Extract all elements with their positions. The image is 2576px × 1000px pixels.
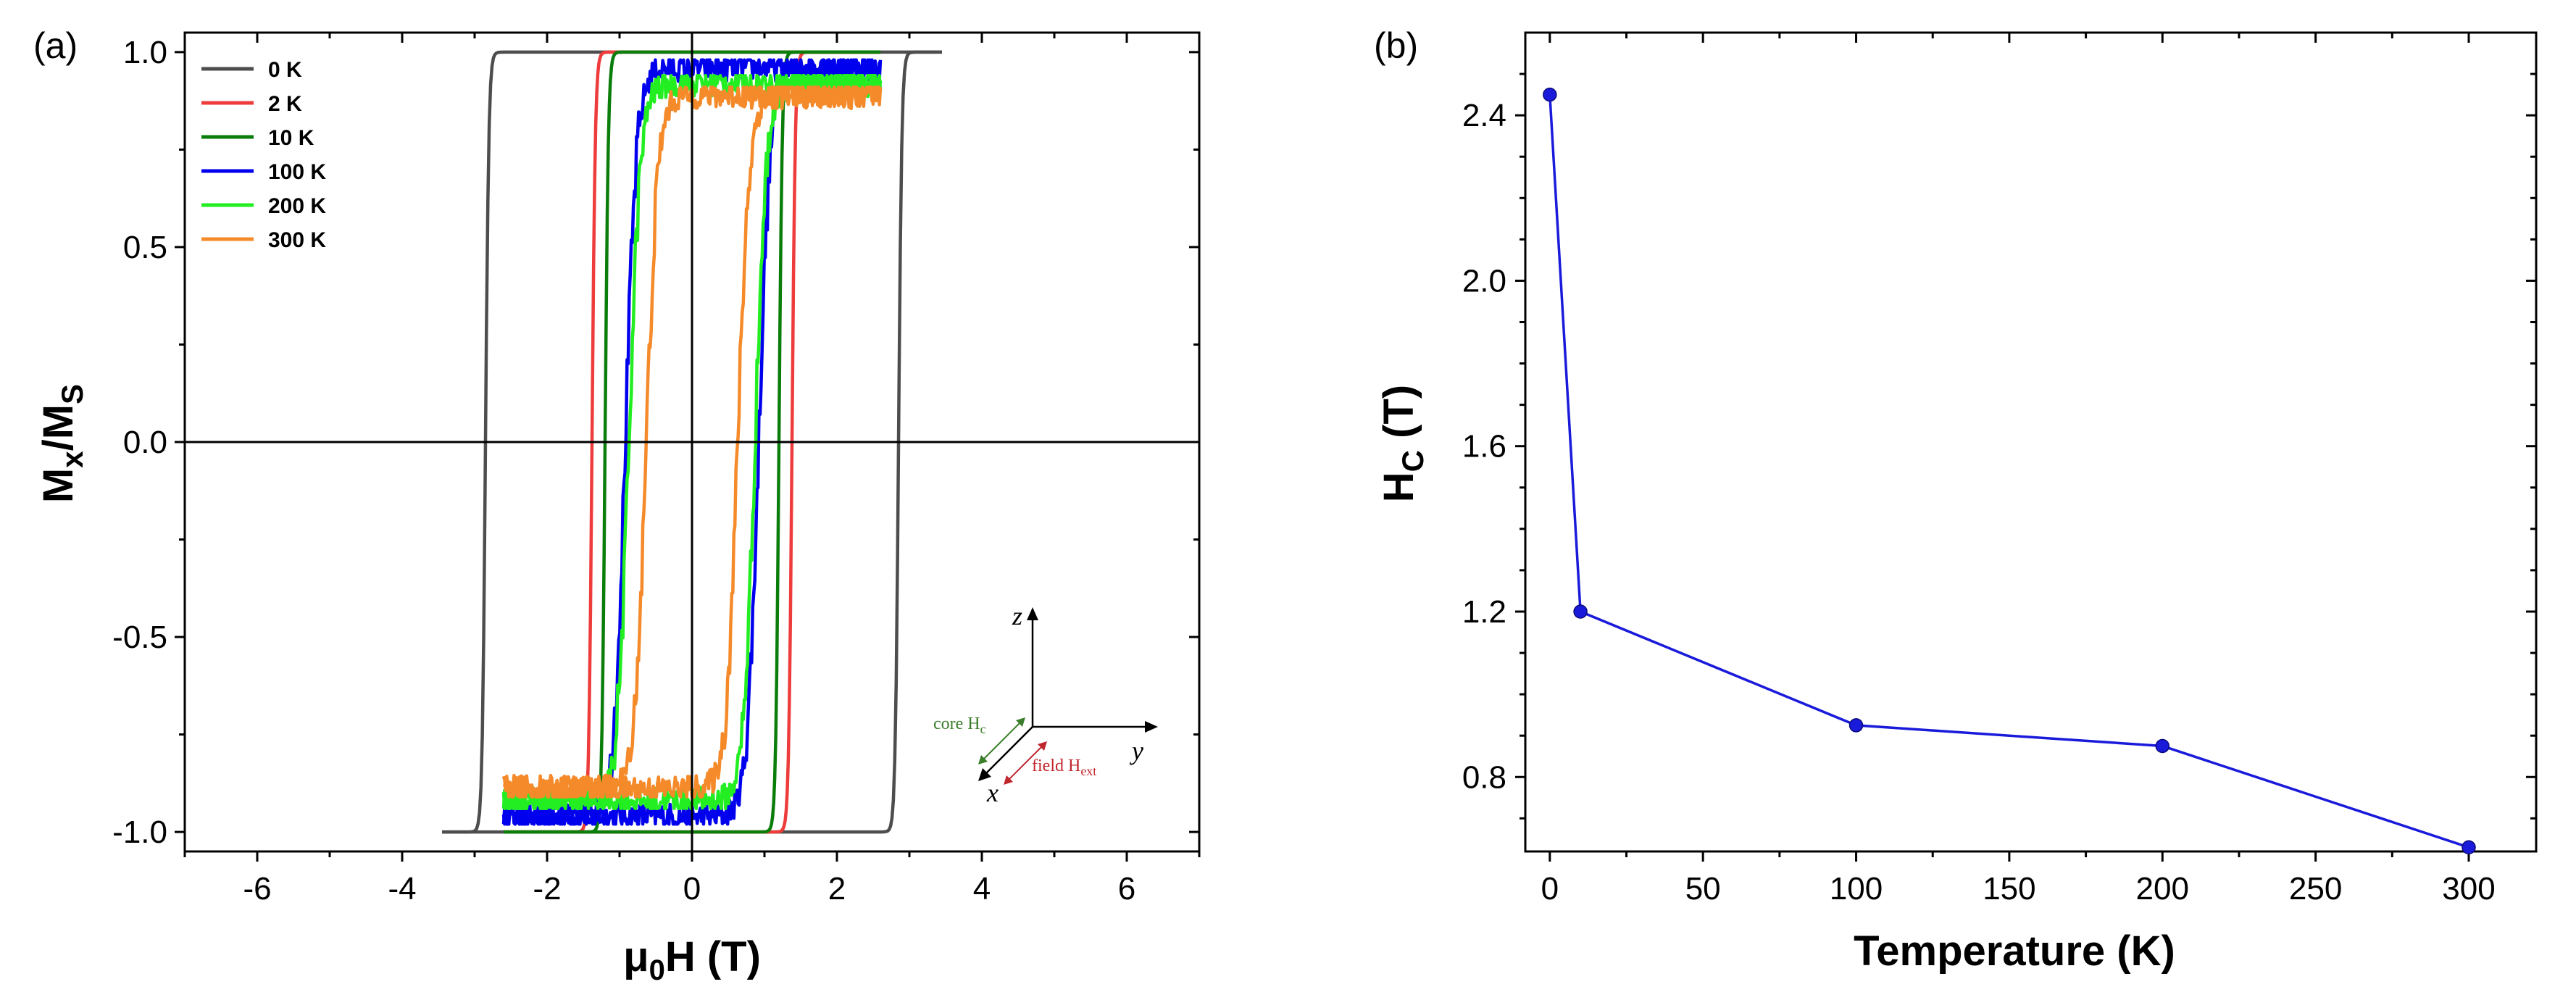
legend-label: 0 K <box>268 58 302 82</box>
y-tick-label: 0.5 <box>123 230 167 265</box>
core-arrowhead-1 <box>978 755 988 764</box>
y-tick-label: -1.0 <box>112 814 167 850</box>
chart-b-y-ticks: 0.8 1.2 1.6 2.0 2.4 <box>1462 72 2536 820</box>
y-tick-label: 2.0 <box>1462 263 1506 299</box>
x-tick-label: -6 <box>243 871 271 907</box>
chart-b: (b) 0 50 100 150 200 250 300 0.8 1.2 1.6 2.0 2.4 T… <box>1374 25 2538 975</box>
chart-a-x-ticks: -6 -4 -2 0 2 4 6 <box>183 33 1201 907</box>
x-tick-label: 2 <box>828 871 846 907</box>
field-arrowhead-1 <box>1004 775 1013 785</box>
y-tick-label: -0.5 <box>112 620 167 655</box>
chart-b-ylabel: HC (T) <box>1375 385 1430 502</box>
panel-label-b: (b) <box>1374 25 1418 66</box>
inset-axes-diagram: z y x core Hc field Hext <box>933 601 1158 807</box>
hc-data-point <box>2155 738 2170 754</box>
x-tick-label: 0 <box>1541 871 1559 907</box>
x-tick-label: 0 <box>683 871 701 907</box>
hc-data-point <box>1848 718 1864 733</box>
inset-y-label: y <box>1130 736 1143 765</box>
chart-a-y-ticks: -1.0 -0.5 0.0 0.5 1.0 <box>112 35 1199 850</box>
y-tick-label: 0.0 <box>123 425 167 460</box>
x-tick-label: 250 <box>2289 871 2342 907</box>
inset-x-axis <box>985 726 1033 775</box>
external-field-double-arrow <box>1006 744 1044 782</box>
y-tick-label: 0.8 <box>1462 759 1506 795</box>
external-field-label: field Hext <box>1032 757 1096 778</box>
hc-data-point <box>1543 87 1557 102</box>
x-tick-label: 50 <box>1685 871 1721 907</box>
chart-a-legend: 0 K 2 K 10 K 100 K 200 K 300 K <box>201 58 326 252</box>
legend-label: 200 K <box>268 194 326 218</box>
y-tick-label: 1.0 <box>123 35 167 70</box>
legend-label: 10 K <box>268 126 314 150</box>
legend-label: 300 K <box>268 228 326 252</box>
chart-a-xlabel: μ0H (T) <box>623 933 761 986</box>
inset-x-label: x <box>986 778 999 807</box>
field-arrowhead-2 <box>1038 741 1047 751</box>
hc-data-point <box>2462 840 2476 855</box>
y-tick-label: 1.6 <box>1462 429 1506 464</box>
hc-data-point <box>1573 604 1588 619</box>
chart-a: (a) -6 -4 -2 0 2 4 6 -1.0 -0.5 0.0 0.5 1.0 0 K 2 K 1… <box>33 25 1201 986</box>
chart-b-x-ticks: 0 50 100 150 200 250 300 <box>1541 33 2496 907</box>
x-tick-label: -2 <box>533 871 561 907</box>
x-tick-label: 100 <box>1830 871 1883 907</box>
chart-b-series <box>1543 87 2476 855</box>
x-tick-label: 6 <box>1118 871 1135 907</box>
panel-label-a: (a) <box>33 25 78 66</box>
inset-x-arrowhead <box>978 768 991 781</box>
y-tick-label: 2.4 <box>1462 98 1506 133</box>
x-tick-label: 200 <box>2136 871 2189 907</box>
y-tick-label: 1.2 <box>1462 594 1506 630</box>
core-field-double-arrow <box>981 720 1022 762</box>
chart-b-frame <box>1524 31 2538 853</box>
legend-label: 100 K <box>268 160 326 184</box>
chart-b-xlabel: Temperature (K) <box>1854 928 2175 975</box>
hc-line <box>1548 94 2469 849</box>
x-tick-label: 4 <box>973 871 991 907</box>
inset-z-label: z <box>1012 601 1022 630</box>
inset-y-arrowhead <box>1145 721 1158 733</box>
x-tick-label: -4 <box>388 871 416 907</box>
core-field-label: core Hc <box>933 714 986 736</box>
core-arrowhead-2 <box>1016 717 1025 727</box>
x-tick-label: 300 <box>2442 871 2495 907</box>
x-tick-label: 150 <box>1983 871 2035 907</box>
legend-label: 2 K <box>268 92 302 116</box>
inset-z-arrowhead <box>1027 607 1038 620</box>
chart-a-ylabel: Mx/MS <box>35 384 89 503</box>
